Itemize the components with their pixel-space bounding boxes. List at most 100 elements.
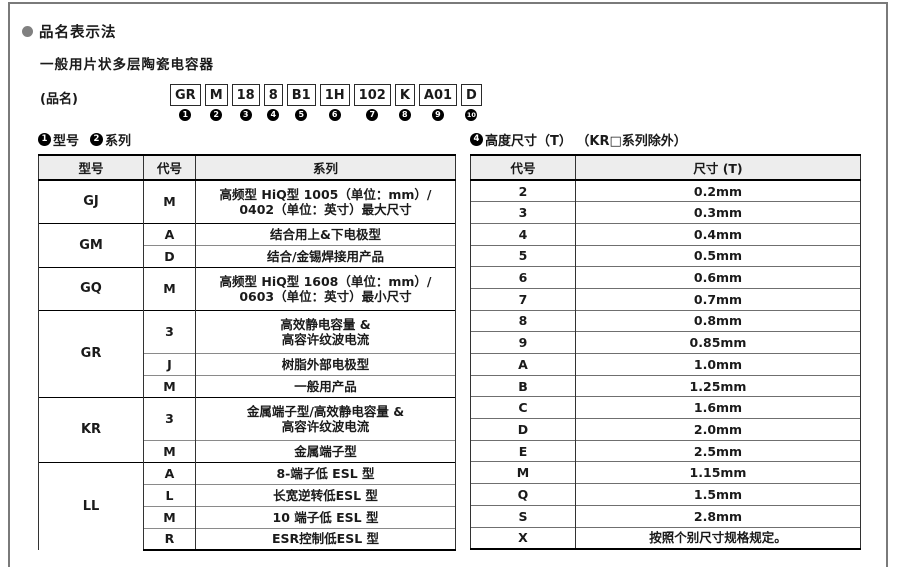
series-cell: 高频型 HiQ型 1005（单位：mm）/ 0402（单位：英寸）最大尺寸 bbox=[195, 179, 456, 223]
table-row: M 1.15mm bbox=[470, 461, 861, 484]
series-cell: 10 端子低 ESL 型 bbox=[195, 505, 456, 528]
column-header: 代号 bbox=[470, 154, 576, 181]
model-cell: GM bbox=[38, 222, 144, 267]
part-number-segments: GR 1 M 2 18 3 8 4 B1 5 1H 6 102 7 K 8 A01 9 D 10 bbox=[170, 84, 482, 121]
table-row: E 2.5mm bbox=[470, 439, 861, 462]
table-row: M 一般用产品 bbox=[39, 374, 456, 397]
type-series-section-label: 1 型号 2 系列 bbox=[38, 130, 139, 149]
section-label-part: 2 系列 bbox=[90, 130, 131, 149]
table-row: GM A 结合用上&下电极型 bbox=[38, 222, 456, 267]
code-cell: M bbox=[143, 266, 196, 310]
table-row: M 金属端子型 bbox=[39, 439, 456, 462]
column-header: 型号 bbox=[38, 154, 144, 181]
part-code-box: A01 bbox=[418, 84, 458, 106]
page-border-frame bbox=[8, 2, 888, 567]
code-cell: 3 bbox=[470, 201, 576, 224]
code-cell: 7 bbox=[470, 287, 576, 311]
column-header: 代号 bbox=[143, 154, 196, 181]
series-cell: 树脂外部电极型 bbox=[195, 352, 456, 375]
segment-number-icon: 6 bbox=[328, 109, 341, 121]
size-cell: 1.25mm bbox=[575, 374, 861, 397]
segment-number-icon: 7 bbox=[366, 109, 379, 121]
table-row: 4 0.4mm bbox=[470, 222, 861, 246]
size-cell: 按照个别尺寸规格规定。 bbox=[575, 526, 861, 550]
table-row: 6 0.6mm bbox=[470, 266, 861, 289]
part-number-segment: 1H 6 bbox=[319, 84, 350, 121]
part-number-segment: A01 9 bbox=[418, 84, 458, 121]
table-row: J 树脂外部电极型 bbox=[39, 352, 456, 375]
code-cell: 8 bbox=[470, 309, 576, 332]
product-subtitle: 一般用片状多层陶瓷电容器 bbox=[40, 57, 214, 73]
segment-number-icon: 8 bbox=[398, 109, 411, 121]
code-cell: M bbox=[143, 374, 196, 397]
size-cell: 1.0mm bbox=[575, 353, 861, 376]
size-cell: 0.85mm bbox=[575, 331, 861, 354]
table-row: 8 0.8mm bbox=[470, 309, 861, 332]
size-cell: 2.0mm bbox=[575, 418, 861, 441]
part-code-box: 102 bbox=[353, 84, 391, 106]
segment-number-icon: 9 bbox=[431, 109, 444, 121]
part-number-segment: B1 5 bbox=[286, 84, 316, 121]
table-row: A 1.0mm bbox=[470, 353, 861, 376]
code-cell: M bbox=[470, 461, 576, 484]
circled-number-icon: 1 bbox=[38, 133, 51, 146]
size-cell: 1.6mm bbox=[575, 396, 861, 419]
height-table-header-row: 代号 尺寸 (T) bbox=[470, 154, 861, 181]
code-cell: J bbox=[143, 352, 196, 375]
series-cell: 结合用上&下电极型 bbox=[195, 222, 456, 245]
code-cell: 5 bbox=[470, 244, 576, 267]
page-title: 品名表示法 bbox=[39, 25, 117, 41]
code-cell: 9 bbox=[470, 331, 576, 354]
code-cell: 3 bbox=[143, 396, 196, 440]
part-code-box: B1 bbox=[286, 84, 316, 106]
size-cell: 0.8mm bbox=[575, 309, 861, 332]
size-cell: 1.5mm bbox=[575, 483, 861, 506]
type-table-header-row: 型号 代号 系列 bbox=[38, 154, 456, 181]
series-cell: ESR控制低ESL 型 bbox=[195, 527, 456, 551]
part-number-segment: 102 7 bbox=[353, 84, 391, 121]
model-cell: GQ bbox=[38, 266, 144, 310]
series-cell: 长宽逆转低ESL 型 bbox=[195, 483, 456, 506]
section-title-row: 品名表示法 bbox=[22, 21, 117, 42]
part-code-box: D bbox=[461, 84, 482, 106]
column-header: 系列 bbox=[195, 154, 456, 181]
code-cell: S bbox=[470, 504, 576, 527]
size-cell: 0.2mm bbox=[575, 179, 861, 202]
table-row: Q 1.5mm bbox=[470, 483, 861, 506]
section-label-part: 4 高度尺寸（T） （KR□系列除外） bbox=[470, 130, 687, 149]
code-cell: D bbox=[143, 244, 196, 267]
size-cell: 0.5mm bbox=[575, 244, 861, 267]
table-row: M 10 端子低 ESL 型 bbox=[39, 505, 456, 528]
series-cell: 金属端子型/高效静电容量 & 高容许纹波电流 bbox=[195, 396, 456, 440]
code-cell: M bbox=[143, 179, 196, 223]
part-number-segment: D 10 bbox=[461, 84, 482, 121]
table-row: 5 0.5mm bbox=[470, 244, 861, 267]
type-series-table: 型号 代号 系列 GJ M 高频型 HiQ型 1005（单位：mm）/ 0402（单位：… bbox=[38, 154, 456, 551]
table-row: L 长宽逆转低ESL 型 bbox=[39, 483, 456, 506]
size-cell: 0.3mm bbox=[575, 201, 861, 224]
series-cell: 结合/金锡焊接用产品 bbox=[195, 244, 456, 267]
code-cell: 2 bbox=[470, 179, 576, 202]
circled-number-icon: 2 bbox=[90, 133, 104, 146]
gray-bullet-icon bbox=[22, 26, 33, 37]
code-cell: R bbox=[143, 527, 196, 551]
part-code-box: 18 bbox=[231, 84, 260, 106]
size-cell: 0.7mm bbox=[575, 287, 861, 311]
part-code-box: K bbox=[394, 84, 415, 106]
table-row: 2 0.2mm bbox=[470, 179, 861, 202]
section-label-text: 系列 bbox=[105, 134, 132, 149]
segment-number-icon: 2 bbox=[210, 109, 223, 121]
segment-number-icon: 4 bbox=[267, 109, 280, 121]
code-cell: D bbox=[470, 418, 576, 441]
section-label-text: 型号 bbox=[53, 134, 80, 149]
table-row: X 按照个别尺寸规格规定。 bbox=[470, 526, 861, 550]
code-cell: B bbox=[470, 374, 576, 397]
series-cell: 高频型 HiQ型 1608（单位：mm）/ 0603（单位：英寸）最小尺寸 bbox=[195, 266, 456, 310]
segment-number-icon: 3 bbox=[239, 109, 252, 121]
table-row: GR 3 高效静电容量 & 高容许纹波电流 bbox=[38, 309, 456, 397]
table-row: 3 0.3mm bbox=[470, 201, 861, 224]
code-cell: 4 bbox=[470, 222, 576, 246]
series-cell: 8-端子低 ESL 型 bbox=[195, 461, 456, 484]
table-row: GQ M 高频型 HiQ型 1608（单位：mm）/ 0603（单位：英寸）最小尺寸 bbox=[38, 266, 456, 310]
table-row: 9 0.85mm bbox=[470, 331, 861, 354]
